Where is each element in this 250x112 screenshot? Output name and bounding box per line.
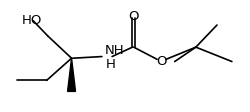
Text: O: O	[128, 10, 139, 23]
Text: HO: HO	[22, 14, 42, 27]
Polygon shape	[68, 58, 76, 91]
Text: O: O	[156, 55, 167, 68]
Text: NH: NH	[104, 44, 124, 57]
Text: H: H	[106, 58, 116, 71]
